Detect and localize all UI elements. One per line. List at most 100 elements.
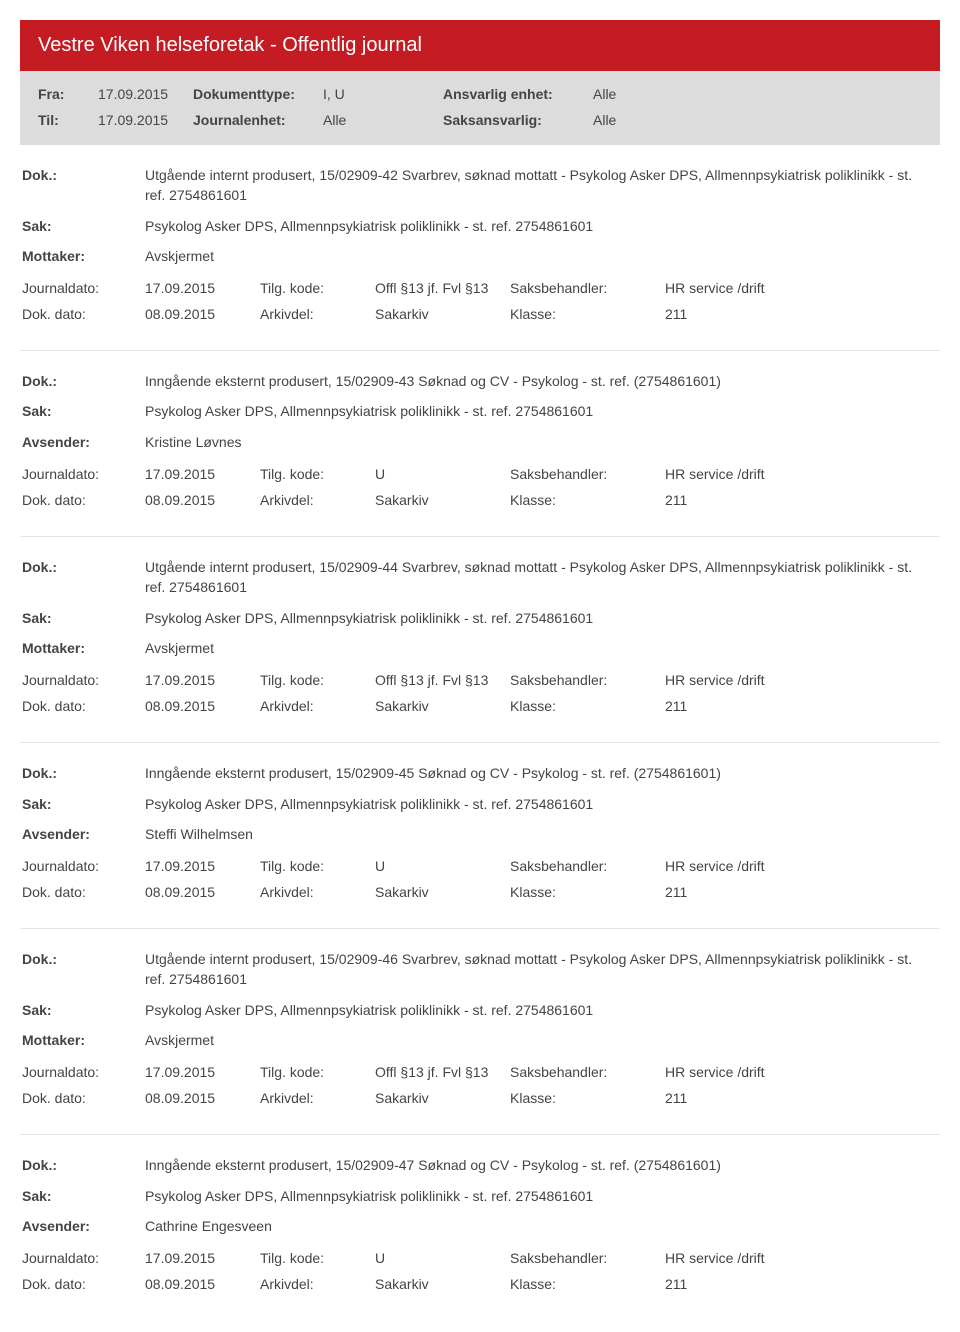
klasse-value: 211 (665, 1276, 940, 1292)
klasse-value: 211 (665, 698, 940, 714)
tilgkode-label: Tilg. kode: (260, 466, 375, 482)
journal-entry: Dok.: Utgående internt produsert, 15/029… (20, 145, 940, 351)
meta-row-2: Dok. dato: 08.09.2015 Arkivdel: Sakarkiv… (20, 492, 940, 508)
tilgkode-label: Tilg. kode: (260, 672, 375, 688)
dok-label: Dok.: (20, 1155, 145, 1175)
fra-label: Fra: (38, 86, 98, 102)
dokdato-label: Dok. dato: (20, 306, 145, 322)
sak-row: Sak: Psykolog Asker DPS, Allmennpsykiatr… (20, 794, 940, 814)
saksbehandler-label: Saksbehandler: (510, 280, 665, 296)
saksansvarlig-label: Saksansvarlig: (443, 112, 593, 128)
dok-row: Dok.: Utgående internt produsert, 15/029… (20, 949, 940, 990)
party-row: Mottaker: Avskjermet (20, 638, 940, 658)
saksbehandler-value: HR service /drift (665, 858, 940, 874)
meta-row-2: Dok. dato: 08.09.2015 Arkivdel: Sakarkiv… (20, 884, 940, 900)
party-value: Cathrine Engesveen (145, 1216, 940, 1236)
journaldato-value: 17.09.2015 (145, 280, 260, 296)
dokdato-label: Dok. dato: (20, 884, 145, 900)
journal-entry: Dok.: Utgående internt produsert, 15/029… (20, 929, 940, 1135)
journalenhet-value: Alle (323, 112, 443, 128)
sak-row: Sak: Psykolog Asker DPS, Allmennpsykiatr… (20, 608, 940, 628)
saksbehandler-label: Saksbehandler: (510, 858, 665, 874)
dok-label: Dok.: (20, 371, 145, 391)
dok-label: Dok.: (20, 763, 145, 783)
party-label: Mottaker: (20, 638, 145, 658)
meta-row-2: Dok. dato: 08.09.2015 Arkivdel: Sakarkiv… (20, 1276, 940, 1292)
dokdato-value: 08.09.2015 (145, 1276, 260, 1292)
journalenhet-label: Journalenhet: (193, 112, 323, 128)
klasse-label: Klasse: (510, 1090, 665, 1106)
arkivdel-value: Sakarkiv (375, 1276, 510, 1292)
dok-label: Dok.: (20, 557, 145, 598)
tilgkode-value: U (375, 466, 510, 482)
dok-row: Dok.: Inngående eksternt produsert, 15/0… (20, 371, 940, 391)
arkivdel-label: Arkivdel: (260, 884, 375, 900)
journaldato-value: 17.09.2015 (145, 1250, 260, 1266)
sak-label: Sak: (20, 1000, 145, 1020)
ansvarlig-label: Ansvarlig enhet: (443, 86, 593, 102)
dok-value: Inngående eksternt produsert, 15/02909-4… (145, 763, 940, 783)
sak-value: Psykolog Asker DPS, Allmennpsykiatrisk p… (145, 1186, 940, 1206)
arkivdel-label: Arkivdel: (260, 492, 375, 508)
tilgkode-value: Offl §13 jf. Fvl §13 (375, 1064, 510, 1080)
dok-row: Dok.: Utgående internt produsert, 15/029… (20, 165, 940, 206)
saksbehandler-value: HR service /drift (665, 466, 940, 482)
saksbehandler-value: HR service /drift (665, 672, 940, 688)
party-value: Avskjermet (145, 1030, 940, 1050)
klasse-label: Klasse: (510, 1276, 665, 1292)
tilgkode-label: Tilg. kode: (260, 1064, 375, 1080)
party-row: Mottaker: Avskjermet (20, 1030, 940, 1050)
journaldato-label: Journaldato: (20, 466, 145, 482)
tilgkode-value: Offl §13 jf. Fvl §13 (375, 280, 510, 296)
journaldato-label: Journaldato: (20, 1064, 145, 1080)
saksbehandler-label: Saksbehandler: (510, 1250, 665, 1266)
party-label: Mottaker: (20, 1030, 145, 1050)
journal-page: Vestre Viken helseforetak - Offentlig jo… (0, 0, 960, 1332)
arkivdel-value: Sakarkiv (375, 306, 510, 322)
arkivdel-label: Arkivdel: (260, 306, 375, 322)
meta-row-1: Journaldato: 17.09.2015 Tilg. kode: U Sa… (20, 858, 940, 874)
ansvarlig-value: Alle (593, 86, 673, 102)
dok-value: Utgående internt produsert, 15/02909-44 … (145, 557, 940, 598)
dok-row: Dok.: Utgående internt produsert, 15/029… (20, 557, 940, 598)
arkivdel-value: Sakarkiv (375, 884, 510, 900)
meta-row-2: Dok. dato: 08.09.2015 Arkivdel: Sakarkiv… (20, 306, 940, 322)
sak-label: Sak: (20, 608, 145, 628)
dokdato-label: Dok. dato: (20, 1090, 145, 1106)
dokdato-label: Dok. dato: (20, 492, 145, 508)
meta-row-2: Dok. dato: 08.09.2015 Arkivdel: Sakarkiv… (20, 1090, 940, 1106)
tilgkode-label: Tilg. kode: (260, 1250, 375, 1266)
journal-entry: Dok.: Inngående eksternt produsert, 15/0… (20, 351, 940, 537)
klasse-label: Klasse: (510, 306, 665, 322)
tilgkode-value: U (375, 1250, 510, 1266)
sak-row: Sak: Psykolog Asker DPS, Allmennpsykiatr… (20, 401, 940, 421)
party-row: Avsender: Kristine Løvnes (20, 432, 940, 452)
dok-row: Dok.: Inngående eksternt produsert, 15/0… (20, 763, 940, 783)
dok-value: Utgående internt produsert, 15/02909-46 … (145, 949, 940, 990)
saksbehandler-value: HR service /drift (665, 280, 940, 296)
dokdato-value: 08.09.2015 (145, 698, 260, 714)
sak-label: Sak: (20, 216, 145, 236)
sak-value: Psykolog Asker DPS, Allmennpsykiatrisk p… (145, 216, 940, 236)
journaldato-label: Journaldato: (20, 858, 145, 874)
party-label: Avsender: (20, 1216, 145, 1236)
saksbehandler-label: Saksbehandler: (510, 1064, 665, 1080)
doktype-value: I, U (323, 86, 443, 102)
dok-row: Dok.: Inngående eksternt produsert, 15/0… (20, 1155, 940, 1175)
klasse-value: 211 (665, 492, 940, 508)
dokdato-value: 08.09.2015 (145, 492, 260, 508)
saksbehandler-label: Saksbehandler: (510, 466, 665, 482)
meta-row-2: Dok. dato: 08.09.2015 Arkivdel: Sakarkiv… (20, 698, 940, 714)
sak-value: Psykolog Asker DPS, Allmennpsykiatrisk p… (145, 608, 940, 628)
party-value: Steffi Wilhelmsen (145, 824, 940, 844)
dokdato-value: 08.09.2015 (145, 306, 260, 322)
sak-value: Psykolog Asker DPS, Allmennpsykiatrisk p… (145, 1000, 940, 1020)
dokdato-value: 08.09.2015 (145, 1090, 260, 1106)
entries-list: Dok.: Utgående internt produsert, 15/029… (20, 145, 940, 1302)
sak-value: Psykolog Asker DPS, Allmennpsykiatrisk p… (145, 401, 940, 421)
arkivdel-value: Sakarkiv (375, 698, 510, 714)
arkivdel-value: Sakarkiv (375, 1090, 510, 1106)
party-row: Avsender: Cathrine Engesveen (20, 1216, 940, 1236)
tilgkode-value: U (375, 858, 510, 874)
dok-value: Inngående eksternt produsert, 15/02909-4… (145, 1155, 940, 1175)
